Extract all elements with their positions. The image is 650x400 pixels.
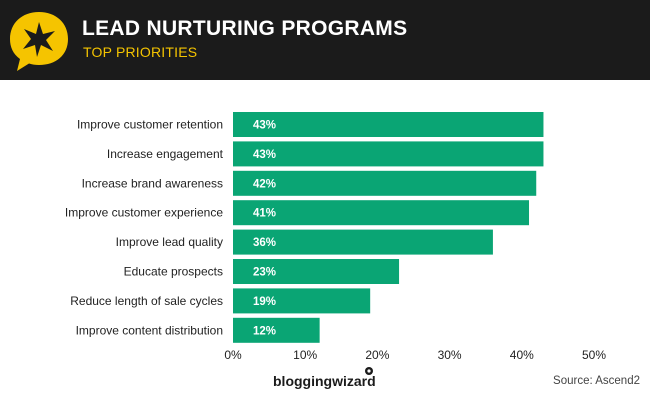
source-note: Source: Ascend2 [553, 375, 640, 387]
bar [233, 288, 371, 314]
category-label: Improve customer experience [65, 206, 223, 220]
data-label: 43% [253, 120, 276, 132]
page-subtitle: TOP PRIORITIES [83, 44, 198, 60]
page-title: LEAD NURTURING PROGRAMS [82, 17, 408, 40]
wizard-hat-icon [365, 367, 373, 375]
bar [233, 200, 530, 226]
category-label: Improve content distribution [76, 323, 223, 337]
header-banner: LEAD NURTURING PROGRAMS TOP PRIORITIES [0, 0, 650, 80]
category-label: Educate prospects [124, 265, 223, 279]
bar [233, 317, 320, 343]
star-speech-bubble-icon [10, 12, 68, 71]
x-tick-label: 50% [582, 348, 606, 362]
bar [233, 112, 544, 137]
brand-logo-text: bloggingwizard [273, 373, 376, 389]
bar [233, 141, 544, 167]
category-label: Increase engagement [107, 147, 224, 161]
bar-chart: Improve customer retention 43% Increase en… [65, 112, 606, 362]
data-label: 41% [253, 208, 276, 220]
x-tick-label: 40% [510, 348, 534, 362]
x-tick-label: 30% [438, 348, 462, 362]
category-label: Improve customer retention [77, 118, 223, 132]
data-label: 42% [253, 178, 276, 190]
category-label: Reduce length of sale cycles [70, 294, 223, 308]
x-tick-label: 20% [365, 348, 389, 362]
bar [233, 259, 400, 284]
category-label: Improve lead quality [116, 235, 223, 249]
data-label: 43% [253, 149, 276, 161]
bar [233, 229, 493, 255]
category-label: Increase brand awareness [82, 176, 223, 190]
x-tick-label: 10% [293, 348, 317, 362]
data-label: 12% [253, 325, 276, 337]
data-label: 23% [253, 267, 276, 279]
bar [233, 170, 537, 196]
x-tick-label: 0% [224, 348, 242, 362]
data-label: 19% [253, 296, 276, 308]
data-label: 36% [253, 237, 276, 249]
